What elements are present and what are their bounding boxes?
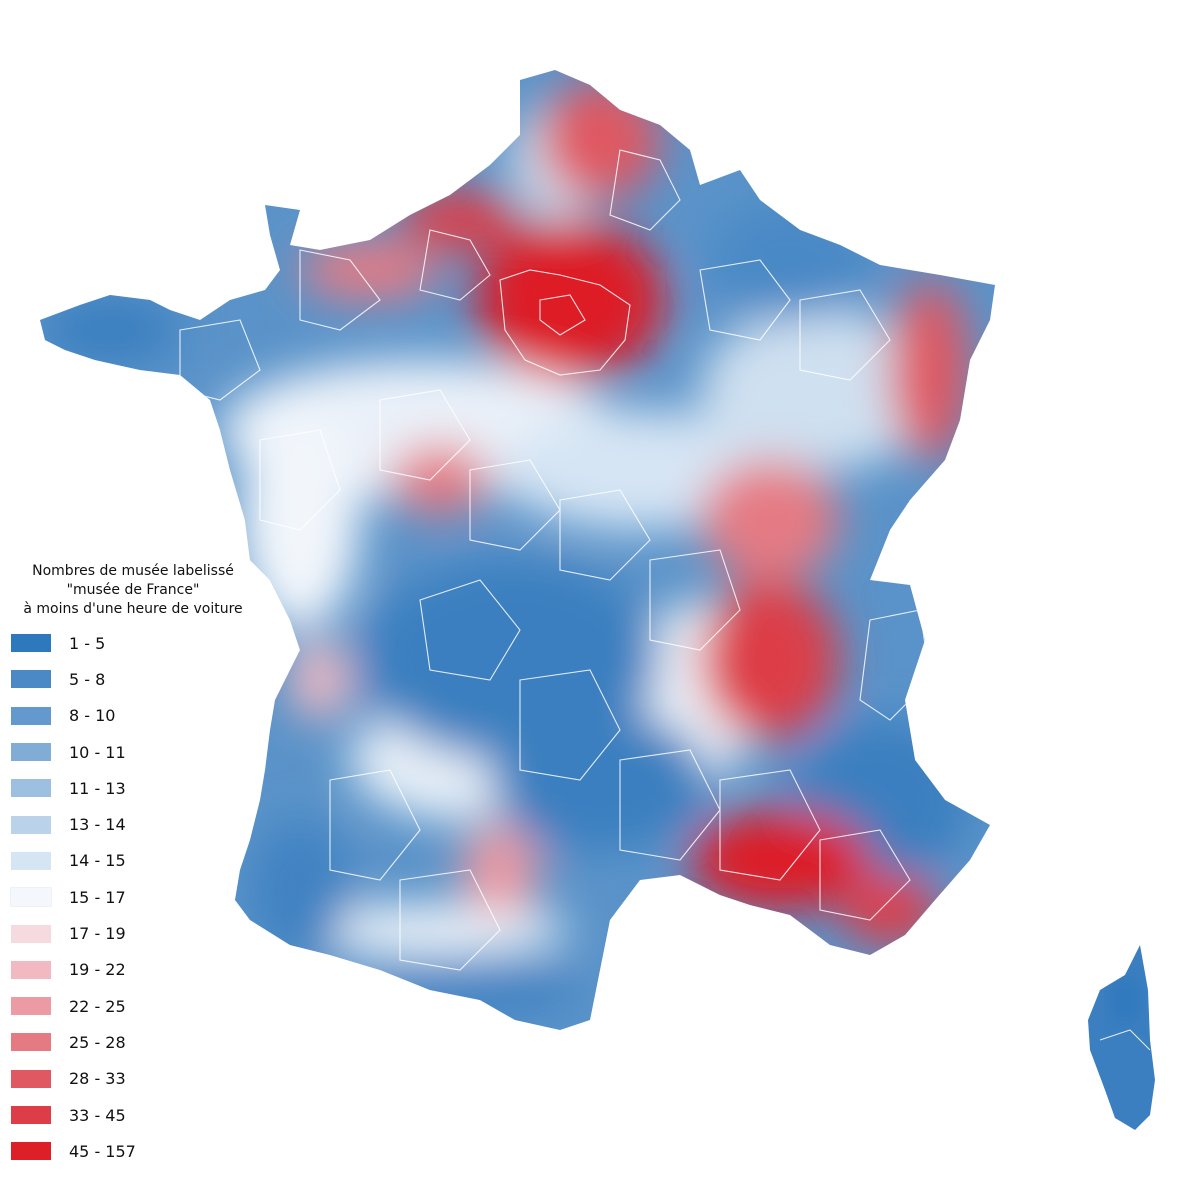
legend-item: 8 - 10 [8,698,258,734]
legend-item: 13 - 14 [8,806,258,842]
legend-swatch [11,670,51,689]
legend-swatch [11,997,51,1016]
legend-title: Nombres de musée labelissé "musée de Fra… [8,562,258,619]
legend-label: 33 - 45 [69,1105,126,1125]
legend-label: 28 - 33 [69,1069,126,1089]
legend-swatch [11,815,51,834]
legend-title-line-3: à moins d'une heure de voiture [23,601,243,617]
legend-swatch [11,706,51,725]
legend-swatch [11,1106,51,1124]
legend-label: 19 - 22 [69,960,126,980]
legend-label: 8 - 10 [69,706,116,726]
legend-item: 15 - 17 [8,879,258,915]
legend-item: 25 - 28 [8,1024,258,1060]
legend-label: 17 - 19 [69,924,126,944]
legend-label: 13 - 14 [69,815,126,835]
legend-swatch [11,634,51,653]
legend-label: 22 - 25 [69,996,126,1016]
legend-item: 17 - 19 [8,915,258,951]
legend-item: 22 - 25 [8,988,258,1024]
legend-title-line-2: "musée de France" [66,582,200,598]
legend-item: 1 - 5 [8,625,258,661]
legend-item: 45 - 157 [8,1133,258,1169]
legend-swatch [11,851,51,870]
legend-swatch [10,887,52,908]
legend-swatch [11,743,51,762]
legend-item: 5 - 8 [8,661,258,697]
legend-swatch [11,1069,51,1088]
legend-item: 11 - 13 [8,770,258,806]
legend-label: 10 - 11 [69,742,126,762]
legend-item: 33 - 45 [8,1097,258,1133]
legend-swatch [11,924,51,943]
legend-label: 1 - 5 [69,633,106,653]
legend-swatch [11,779,51,798]
legend-list: 1 - 5 5 - 8 8 - 10 10 - 11 11 - 13 13 - … [8,625,258,1169]
legend-item: 14 - 15 [8,843,258,879]
legend: Nombres de musée labelissé "musée de Fra… [8,562,258,1169]
legend-item: 28 - 33 [8,1061,258,1097]
legend-label: 45 - 157 [69,1141,136,1161]
legend-label: 11 - 13 [69,778,126,798]
legend-swatch [11,1142,51,1161]
legend-label: 15 - 17 [69,887,126,907]
legend-label: 14 - 15 [69,851,126,871]
legend-item: 19 - 22 [8,952,258,988]
legend-label: 25 - 28 [69,1032,126,1052]
legend-label: 5 - 8 [69,669,106,689]
legend-item: 10 - 11 [8,734,258,770]
legend-swatch [11,1033,51,1052]
legend-swatch [11,960,51,979]
legend-title-line-1: Nombres de musée labelissé [32,563,234,579]
